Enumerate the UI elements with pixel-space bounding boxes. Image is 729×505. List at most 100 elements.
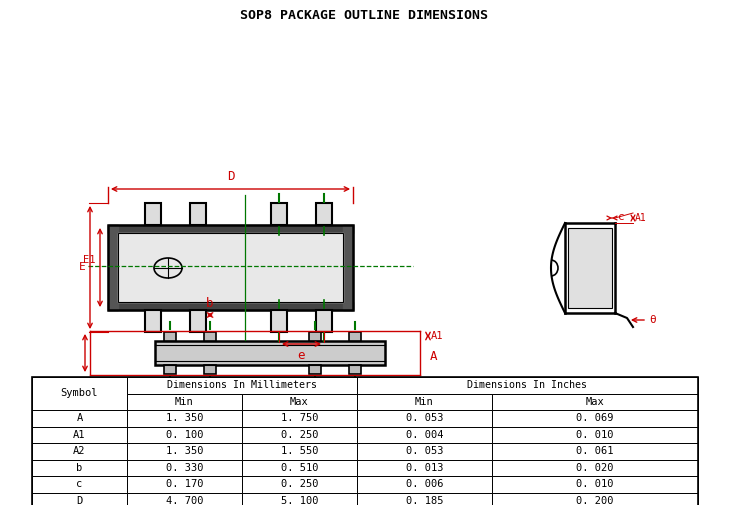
Text: b: b <box>206 297 214 310</box>
Bar <box>357 410 492 427</box>
Bar <box>357 377 698 393</box>
Bar <box>492 476 698 492</box>
Text: θ: θ <box>649 315 656 325</box>
Text: A1: A1 <box>431 331 443 341</box>
Text: 0. 069: 0. 069 <box>576 413 614 423</box>
Bar <box>343 225 353 310</box>
Text: 0. 330: 0. 330 <box>165 463 203 473</box>
Bar <box>32 443 127 460</box>
Bar <box>108 225 353 310</box>
Bar <box>357 460 492 476</box>
Text: A2: A2 <box>73 446 86 456</box>
Bar <box>316 203 332 225</box>
Bar <box>108 225 353 233</box>
Text: c: c <box>77 479 82 489</box>
Text: Min: Min <box>175 397 194 407</box>
Bar <box>357 393 492 410</box>
Bar <box>492 492 698 505</box>
Bar <box>164 332 176 341</box>
Ellipse shape <box>154 258 182 278</box>
Text: 0. 250: 0. 250 <box>281 430 319 440</box>
Text: E: E <box>79 263 86 273</box>
Text: 0. 170: 0. 170 <box>165 479 203 489</box>
Bar <box>357 492 492 505</box>
Bar <box>32 377 127 410</box>
Text: Dimensions In Millimeters: Dimensions In Millimeters <box>167 380 317 390</box>
Text: 0. 250: 0. 250 <box>281 479 319 489</box>
Text: c: c <box>618 212 625 222</box>
Bar <box>190 203 206 225</box>
Bar <box>32 492 127 505</box>
Bar <box>127 410 242 427</box>
Text: D: D <box>77 496 82 505</box>
Text: 0. 020: 0. 020 <box>576 463 614 473</box>
Text: A1: A1 <box>635 213 647 223</box>
Text: e: e <box>297 349 305 362</box>
Text: b: b <box>77 463 82 473</box>
Text: 0. 013: 0. 013 <box>406 463 443 473</box>
Bar <box>32 377 698 505</box>
Bar <box>242 443 357 460</box>
Text: Max: Max <box>585 397 604 407</box>
Bar <box>271 203 287 225</box>
Text: 0. 006: 0. 006 <box>406 479 443 489</box>
Bar <box>127 460 242 476</box>
Text: A2: A2 <box>76 380 88 390</box>
Text: A1: A1 <box>73 430 86 440</box>
Bar <box>127 427 242 443</box>
Bar <box>242 410 357 427</box>
Bar <box>108 302 353 310</box>
Bar <box>127 492 242 505</box>
Bar <box>271 310 287 332</box>
Bar <box>309 332 321 341</box>
Text: 0. 053: 0. 053 <box>406 413 443 423</box>
Bar <box>127 393 242 410</box>
Text: D: D <box>227 170 234 183</box>
Text: A: A <box>77 413 82 423</box>
Text: Symbol: Symbol <box>61 388 98 398</box>
Bar <box>108 225 118 310</box>
Bar <box>242 476 357 492</box>
Bar <box>145 203 161 225</box>
Bar <box>349 332 361 341</box>
Bar <box>492 460 698 476</box>
Bar <box>568 228 612 308</box>
Bar <box>32 476 127 492</box>
Bar <box>357 427 492 443</box>
Bar <box>492 427 698 443</box>
Text: Max: Max <box>290 397 309 407</box>
Bar <box>204 332 216 341</box>
Text: A: A <box>430 350 437 364</box>
Text: 1. 350: 1. 350 <box>165 413 203 423</box>
Text: 5. 100: 5. 100 <box>281 496 319 505</box>
Bar <box>145 310 161 332</box>
Text: 0. 004: 0. 004 <box>406 430 443 440</box>
Text: 1. 750: 1. 750 <box>281 413 319 423</box>
Bar <box>357 443 492 460</box>
Bar <box>155 341 385 365</box>
Bar <box>32 460 127 476</box>
Text: Min: Min <box>415 397 434 407</box>
Bar <box>118 233 343 302</box>
Text: 0. 185: 0. 185 <box>406 496 443 505</box>
Text: Dimensions In Inches: Dimensions In Inches <box>467 380 588 390</box>
Bar <box>127 443 242 460</box>
Text: SOP8 PACKAGE OUTLINE DIMENSIONS: SOP8 PACKAGE OUTLINE DIMENSIONS <box>240 9 488 22</box>
Bar <box>316 310 332 332</box>
Text: 0. 010: 0. 010 <box>576 479 614 489</box>
Text: 0. 053: 0. 053 <box>406 446 443 456</box>
Bar <box>242 427 357 443</box>
Text: 0. 510: 0. 510 <box>281 463 319 473</box>
Text: 4. 700: 4. 700 <box>165 496 203 505</box>
Bar <box>118 233 343 302</box>
Bar <box>32 427 127 443</box>
Text: E1: E1 <box>84 255 96 265</box>
Bar <box>127 476 242 492</box>
Bar <box>164 365 176 374</box>
Bar <box>492 410 698 427</box>
Bar <box>242 492 357 505</box>
Text: 1. 550: 1. 550 <box>281 446 319 456</box>
Text: 0. 200: 0. 200 <box>576 496 614 505</box>
Text: 0. 100: 0. 100 <box>165 430 203 440</box>
Text: 0. 061: 0. 061 <box>576 446 614 456</box>
